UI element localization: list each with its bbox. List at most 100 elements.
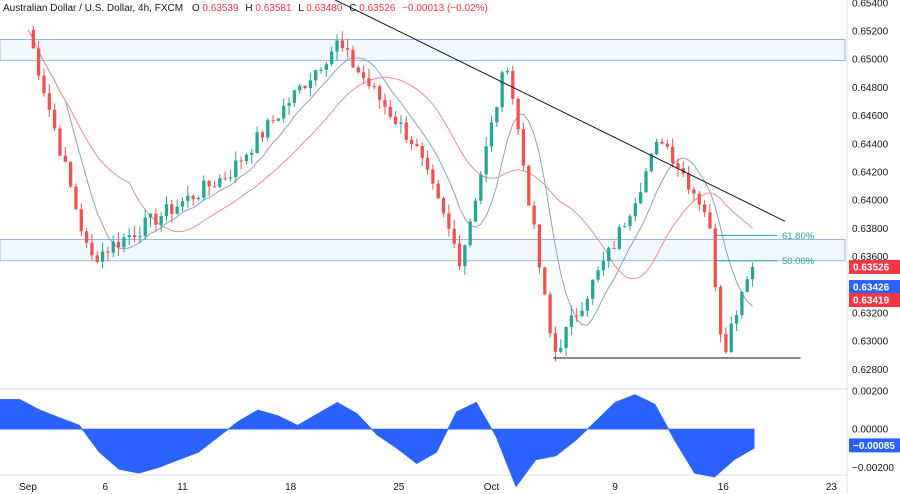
candle-body [234, 160, 238, 178]
price-tick-label: 0.64000 [852, 196, 889, 207]
candle-body [351, 49, 355, 68]
resistance-zone [0, 239, 846, 262]
time-tick-label: 18 [285, 482, 297, 493]
candle-body [74, 186, 78, 210]
candle-body [292, 90, 297, 103]
price-tick-label: 0.63600 [852, 252, 889, 263]
candle-body [425, 157, 430, 170]
candle-body [623, 226, 627, 228]
candle-body [676, 163, 680, 169]
price-tags-layer: 0.63526 0.63426 0.63419 −0.00085 [849, 259, 900, 453]
candle-body [521, 129, 526, 166]
candle-body [239, 160, 243, 162]
candle-body [708, 212, 712, 229]
candle-body [452, 228, 456, 244]
candle-body [655, 141, 659, 155]
candle-body [111, 241, 115, 253]
candle-body [95, 255, 99, 262]
moving-averages-layer [27, 29, 753, 326]
candle-body [212, 186, 217, 188]
time-tick-label: 23 [826, 482, 838, 493]
candle-body [543, 267, 547, 295]
candle-body [479, 174, 483, 201]
candle-body [52, 109, 57, 129]
fib-levels-layer: 61.80% 50.00% [715, 231, 815, 267]
candle-body [164, 204, 169, 217]
candle-body [436, 183, 440, 199]
drawing-lines-layer[interactable] [275, 0, 801, 359]
legend-symbol: Australian Dollar / U.S. Dollar, 4h, FXC… [3, 3, 183, 14]
price-tick-label: 0.65000 [852, 55, 889, 66]
price-tick-label: 0.65200 [852, 27, 889, 38]
candle-body [457, 243, 462, 267]
candle-body [564, 326, 568, 348]
price-tick-label: 0.65400 [852, 0, 889, 9]
legend-low-value: 0.63480 [306, 3, 343, 14]
price-tick-label: 0.63200 [852, 308, 889, 319]
candle-body [84, 231, 89, 243]
candle-body [148, 213, 153, 218]
candle-body [500, 72, 504, 108]
time-tick-label: 6 [102, 482, 108, 493]
candle-body [37, 48, 41, 76]
candle-body [702, 204, 707, 213]
candle-body [276, 118, 281, 121]
candle-body [383, 99, 387, 107]
candle-body [409, 139, 414, 145]
candle-body [255, 132, 259, 154]
candle-body [553, 333, 558, 352]
candle-body [356, 67, 360, 73]
legend-open-label: O [192, 3, 200, 14]
candle-body [495, 107, 499, 123]
candle-body [596, 270, 600, 280]
candle-body [116, 241, 121, 248]
candle-body [713, 228, 717, 288]
oscillator-axis[interactable]: 0.00200 0.00000 −0.00200 [852, 386, 894, 473]
candle-body [473, 200, 478, 222]
candle-body [601, 261, 606, 271]
candle-body [170, 204, 174, 214]
candle-body [527, 165, 531, 206]
oscillator-value-label: −0.00085 [853, 441, 895, 452]
candle-body [463, 245, 467, 267]
candle-body [47, 93, 51, 110]
legend-high-value: 0.63581 [255, 3, 292, 14]
candle-body [718, 287, 723, 335]
price-tick-label: 0.62800 [852, 365, 889, 376]
candle-body [591, 279, 595, 299]
oscillator-tick-label: 0.00200 [852, 386, 889, 397]
candle-body [372, 86, 376, 88]
candle-body [196, 197, 201, 200]
legend-close-value: 0.63526 [359, 3, 396, 14]
price-tick-label: 0.64800 [852, 83, 889, 94]
candle-body [665, 143, 669, 147]
candle-body [63, 155, 67, 162]
candle-body [575, 315, 579, 317]
oscillator-tick-label: 0.00000 [852, 425, 889, 436]
candle-body [346, 48, 350, 50]
legend-open-value: 0.63539 [202, 3, 239, 14]
candle-body [186, 195, 190, 202]
candle-body [106, 251, 110, 253]
fast-moving-average [27, 29, 753, 326]
candle-body [489, 122, 494, 147]
candle-body [729, 323, 733, 352]
descending-trendline [334, 0, 786, 222]
candle-body [532, 205, 536, 225]
candle-body [628, 216, 632, 227]
candle-body [244, 154, 249, 162]
time-tick-label: Oct [484, 482, 500, 493]
time-axis[interactable]: Sep 6 11 18 25 Oct 9 16 23 [19, 482, 837, 493]
time-tick-label: 11 [177, 482, 188, 493]
candle-body [537, 224, 542, 268]
candle-body [79, 209, 83, 232]
candle-body [649, 154, 653, 172]
candle-body [207, 180, 211, 187]
oscillator-value-tag [849, 438, 900, 453]
candle-body [58, 128, 62, 156]
price-axis[interactable]: 0.65400 0.65200 0.65000 0.64800 0.64600 0.644… [852, 0, 889, 376]
oscillator-tick-label: −0.00200 [852, 463, 894, 474]
candle-body [314, 70, 318, 81]
price-tick-label: 0.64600 [852, 111, 889, 122]
